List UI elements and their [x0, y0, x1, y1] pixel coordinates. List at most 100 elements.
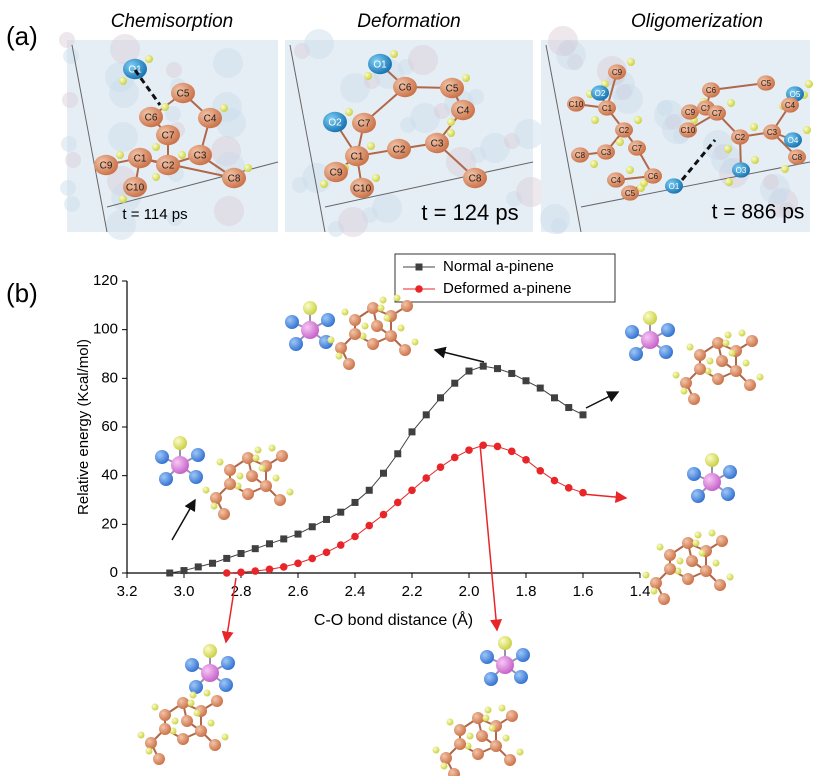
oxidant-molecule [185, 644, 235, 694]
hydrogen [729, 350, 736, 357]
atom-label: C5 [625, 189, 636, 198]
hydrogen [651, 588, 658, 595]
hydrogen [211, 503, 218, 510]
atom-label: O1 [373, 60, 387, 71]
pinene-molecule [643, 530, 734, 606]
point [536, 467, 544, 475]
ligand-atom [173, 436, 187, 450]
atom-label: C1 [134, 154, 147, 165]
hydrogen [757, 374, 764, 381]
hydrogen [693, 540, 700, 547]
pointer-arrow [582, 494, 626, 498]
point [508, 370, 515, 377]
carbon [700, 565, 712, 577]
ligand-atom [480, 650, 494, 664]
hydrogen [217, 459, 224, 466]
hydrogen [503, 735, 510, 742]
ligand-atom [721, 487, 735, 501]
hydrogen [152, 173, 160, 181]
point [323, 549, 331, 557]
ligand-atom [303, 301, 317, 315]
point [437, 394, 444, 401]
hydrogen [433, 747, 440, 754]
point [508, 448, 516, 456]
hydrogen [367, 142, 375, 150]
hydrogen [489, 725, 496, 732]
carbon [490, 740, 502, 752]
hydrogen [725, 332, 732, 339]
point [280, 535, 287, 542]
ligand-atom [289, 337, 303, 351]
hydrogen [364, 72, 372, 80]
atom-label: C7 [712, 109, 723, 118]
point [394, 450, 401, 457]
carbon [349, 328, 361, 340]
atom-label: C7 [162, 131, 175, 142]
hydrogen [161, 103, 169, 111]
x-tick-label: 2.4 [345, 583, 366, 600]
carbon [682, 537, 694, 549]
legend-label: Deformed a-pinene [443, 280, 571, 297]
carbon [716, 355, 728, 367]
hydrogen [152, 704, 159, 711]
ligand-atom [687, 467, 701, 481]
atom-label: O3 [736, 166, 747, 175]
carbon [472, 748, 484, 760]
point [551, 394, 558, 401]
bg-blob [64, 196, 80, 212]
ligand-atom [189, 680, 203, 694]
y-axis-label: Relative energy (Kcal/mol) [75, 339, 92, 515]
hydrogen [269, 445, 276, 452]
central-atom [171, 456, 189, 474]
hydrogen [709, 530, 716, 537]
point [266, 540, 273, 547]
ligand-atom [203, 644, 217, 658]
hydrogen [119, 77, 127, 85]
bg-blob [548, 26, 578, 56]
bg-blob [304, 29, 334, 59]
carbon [694, 363, 706, 375]
hydrogen [194, 710, 201, 717]
ligand-atom [705, 453, 719, 467]
hydrogen [378, 305, 385, 312]
carbon [367, 338, 379, 350]
atom-label: C9 [330, 168, 343, 179]
point [237, 568, 245, 576]
hydrogen [634, 116, 642, 124]
bg-blob [108, 122, 138, 152]
atom-label: C6 [145, 113, 158, 124]
carbon [399, 344, 411, 356]
point [380, 470, 387, 477]
atom-label: C4 [204, 114, 217, 125]
hydrogen [673, 372, 680, 379]
atom-label: C8 [469, 174, 482, 185]
hydrogen [287, 489, 294, 496]
hydrogen [724, 145, 732, 153]
atom-label: C2 [735, 133, 746, 142]
hydrogen [485, 707, 492, 714]
carbon [664, 549, 676, 561]
point [337, 541, 345, 549]
point [437, 463, 445, 471]
carbon [401, 300, 413, 312]
point [251, 567, 259, 575]
point [181, 567, 188, 574]
hydrogen [591, 116, 599, 124]
ligand-atom [191, 448, 205, 462]
carbon [218, 508, 230, 520]
hydrogen [739, 330, 746, 337]
point [238, 550, 245, 557]
point [494, 443, 502, 451]
atom-label: C5 [177, 89, 190, 100]
ligand-atom [321, 313, 335, 327]
point [422, 474, 430, 482]
snapshot: O1C5C6C7C4C1C2C3C9C10C8Chemisorptiont = … [59, 11, 278, 240]
point [337, 509, 344, 516]
hydrogen [616, 138, 624, 146]
atom-label: C2 [393, 145, 406, 156]
point [579, 489, 587, 497]
pinene-molecule [203, 445, 294, 521]
hydrogen [657, 544, 664, 551]
atom-label: C9 [685, 108, 696, 117]
hydrogen [188, 700, 195, 707]
